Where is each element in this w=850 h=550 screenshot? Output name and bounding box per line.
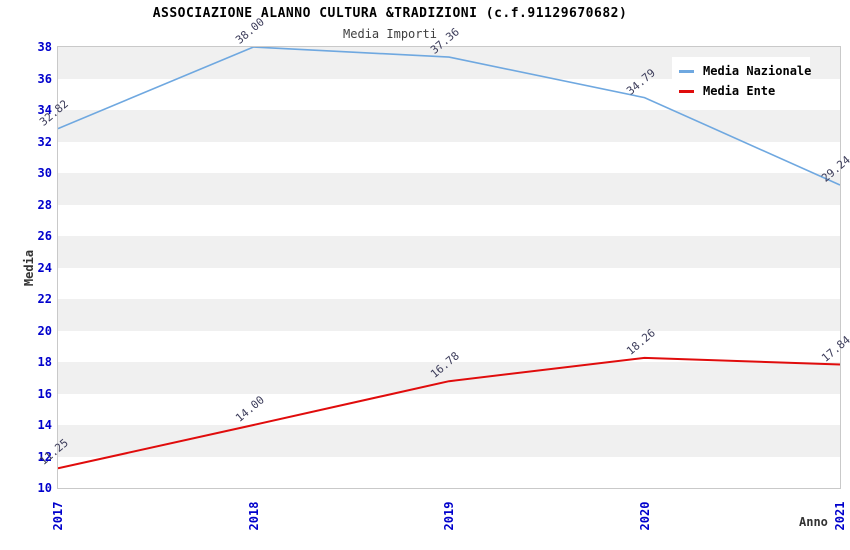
y-tick-label: 10 xyxy=(37,481,52,495)
y-tick-label: 36 xyxy=(37,71,52,86)
band xyxy=(58,362,840,394)
y-tick-label: 32 xyxy=(37,134,52,149)
x-tick-label: 2017 xyxy=(51,501,65,531)
band xyxy=(58,110,840,142)
legend: Media Nazionale Media Ente xyxy=(672,57,812,104)
y-tick-label: 18 xyxy=(37,355,52,369)
y-tick-label: 38 xyxy=(37,40,52,54)
y-tick-label: 28 xyxy=(37,197,52,212)
y-tick-label: 12 xyxy=(37,449,52,464)
plot-area xyxy=(57,46,841,489)
band xyxy=(58,173,840,205)
y-tick-label: 16 xyxy=(37,386,52,401)
y-tick-label: 26 xyxy=(37,229,52,243)
chart-subtitle: Media Importi xyxy=(343,27,437,41)
legend-label: Media Ente xyxy=(703,84,776,98)
y-tick-label: 34 xyxy=(37,103,52,117)
band xyxy=(58,393,840,425)
band xyxy=(58,330,840,362)
x-tick-label: 2021 xyxy=(833,501,847,531)
legend-swatch-icon xyxy=(679,69,694,73)
legend-item: Media Nazionale xyxy=(672,61,812,81)
legend-label: Media Nazionale xyxy=(703,64,812,78)
band xyxy=(58,267,840,299)
series-line-media-ente xyxy=(58,356,840,470)
y-axis-title: Media xyxy=(22,249,36,287)
band xyxy=(58,204,840,236)
x-tick-label: 2019 xyxy=(442,501,456,531)
y-tick-label: 20 xyxy=(37,323,52,338)
legend-item: Media Ente xyxy=(672,81,810,101)
y-tick-label: 14 xyxy=(37,418,52,432)
series-lines xyxy=(58,47,840,470)
band xyxy=(58,299,840,331)
chart-title: ASSOCIAZIONE ALANNO CULTURA &TRADIZIONI … xyxy=(152,6,628,21)
band xyxy=(58,236,840,268)
x-tick-label: 2018 xyxy=(246,501,261,531)
band xyxy=(58,141,840,173)
y-tick-label: 22 xyxy=(37,292,52,306)
band xyxy=(58,425,840,457)
legend-swatch-icon xyxy=(679,89,694,93)
x-tick-label: 2020 xyxy=(637,501,652,531)
series-line-media-nazionale xyxy=(58,47,840,186)
y-tick-label: 30 xyxy=(37,166,52,180)
y-tick-label: 24 xyxy=(37,260,52,275)
x-axis-title: Anno xyxy=(799,515,828,529)
band xyxy=(58,456,840,488)
